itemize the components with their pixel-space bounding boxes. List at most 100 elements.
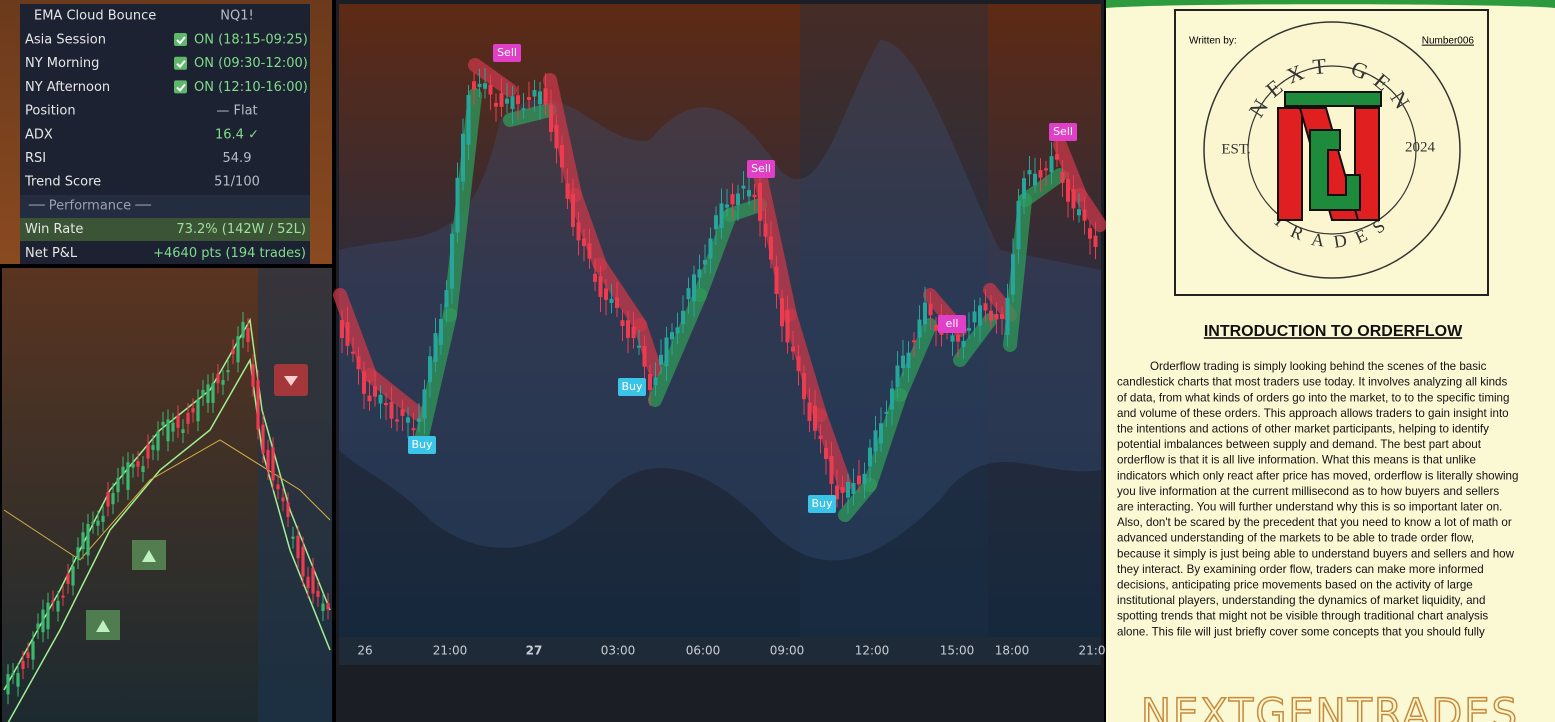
- candle: [868, 447, 872, 467]
- perf-header: ── Performance ──: [28, 198, 151, 213]
- candle: [681, 310, 685, 325]
- logo-inner-circle: [1247, 65, 1417, 235]
- candle: [961, 340, 966, 348]
- mini-candle: [261, 424, 265, 453]
- candle: [763, 223, 768, 237]
- candle: [1005, 297, 1010, 335]
- candle: [543, 88, 548, 105]
- row-label: Asia Session: [25, 33, 106, 48]
- row-label: RSI: [25, 151, 46, 166]
- candle: [1044, 168, 1048, 171]
- candle: [345, 322, 350, 346]
- mini-candle: [291, 536, 295, 539]
- candle: [587, 243, 592, 259]
- candle: [736, 193, 740, 206]
- signal-box: [408, 436, 436, 454]
- candle: [1033, 173, 1037, 186]
- candle: [884, 411, 889, 414]
- candle: [708, 238, 713, 259]
- doc-heading: INTRODUCTION TO ORDERFLOW: [1204, 323, 1463, 340]
- candle: [1082, 209, 1087, 221]
- doc-line: spotting trends that might not be visibl…: [1117, 610, 1488, 623]
- mini-candle: [226, 370, 230, 373]
- candle: [846, 481, 850, 498]
- doc-line: alone. This file will just briefly cover…: [1117, 625, 1485, 638]
- candle: [1000, 314, 1004, 319]
- row-value: 54.9: [223, 151, 252, 166]
- ema-cloud: [568, 188, 607, 272]
- candle: [1066, 179, 1070, 202]
- ema-cloud: [468, 58, 517, 97]
- row-label: ADX: [25, 127, 53, 142]
- ema-cloud: [1073, 188, 1107, 232]
- mini-candle: [191, 408, 195, 413]
- candle: [483, 83, 487, 89]
- doc-line: Also, don't be scared by the precedent t…: [1117, 516, 1512, 529]
- mini-candle: [166, 419, 170, 442]
- candle: [549, 104, 553, 133]
- candle: [978, 305, 982, 326]
- signal-label: Buy: [411, 438, 433, 451]
- candle: [615, 297, 619, 308]
- candle: [752, 194, 757, 198]
- candle: [1027, 170, 1032, 175]
- panel-text: EMA Cloud Bounce NQ1! Asia Session ON (18:1…: [24, 9, 308, 261]
- buy-arrow: [142, 550, 156, 562]
- ema-cloud: [443, 88, 482, 322]
- mini-candle: [211, 383, 215, 403]
- candle: [1049, 156, 1054, 173]
- ribbon: [7, 357, 331, 722]
- doc-line: institutional players, understanding the…: [1117, 594, 1485, 607]
- candle: [664, 337, 669, 367]
- ema-cloud: [953, 313, 997, 367]
- doc-line: candlestick charts that most traders use…: [1117, 376, 1507, 389]
- candle: [367, 395, 372, 402]
- row-label: Trend Score: [24, 175, 101, 190]
- x-label: 06:00: [686, 644, 721, 658]
- mini-candle: [241, 321, 245, 338]
- mini-candle: [146, 444, 150, 459]
- ema-cloud: [893, 318, 937, 402]
- mini-candle: [326, 603, 330, 610]
- ema-cloud: [693, 208, 737, 302]
- panel-symbol: NQ1!: [220, 9, 253, 24]
- mini-candle: [266, 449, 270, 470]
- main-chart: Sell Buy Buy Sell Buy ell Sell: [333, 44, 1107, 522]
- row-label: NY Morning: [25, 56, 99, 71]
- perf-header-bg: [20, 195, 310, 218]
- candle: [835, 485, 839, 500]
- ema-cloud: [1053, 138, 1087, 202]
- candle: [747, 190, 751, 197]
- check-box: [174, 80, 187, 94]
- candle: [895, 365, 900, 387]
- mini-candle: [256, 380, 260, 430]
- doc-line: they interact. By examining order flow, …: [1117, 563, 1484, 576]
- candle: [472, 81, 476, 90]
- mini-candle: [11, 673, 15, 676]
- candle: [389, 401, 394, 419]
- candle: [356, 356, 361, 370]
- candle: [351, 351, 355, 354]
- doc-line: decisions, anticipating price movements …: [1117, 578, 1473, 591]
- candle: [983, 303, 988, 311]
- doc-line: advanced understanding of the markets to…: [1117, 532, 1474, 545]
- x-label: 03:00: [601, 644, 636, 658]
- mini-candle: [131, 463, 135, 468]
- candle: [461, 133, 465, 182]
- mini-candle: [46, 602, 50, 630]
- candle: [697, 269, 702, 278]
- mini-candle: [56, 600, 60, 612]
- candle: [703, 259, 707, 265]
- ema-cloud: [863, 388, 907, 492]
- candle: [609, 298, 614, 303]
- candle: [653, 377, 658, 386]
- candle: [373, 386, 377, 397]
- candle: [1055, 154, 1059, 160]
- check-box: [174, 33, 187, 46]
- candle: [851, 482, 856, 494]
- candle: [741, 185, 746, 189]
- candle: [934, 324, 938, 331]
- candle: [824, 447, 828, 459]
